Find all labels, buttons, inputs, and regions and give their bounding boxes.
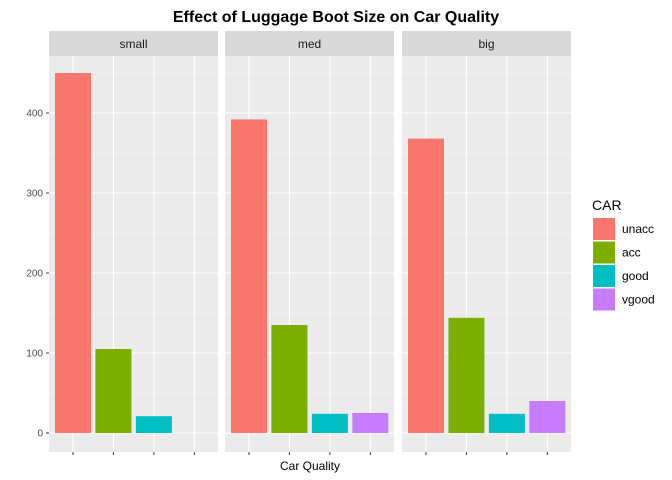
bar-big-good — [488, 413, 525, 433]
y-tick-label: 100 — [26, 349, 43, 360]
legend-key-vgood — [593, 288, 615, 311]
bar-small-acc — [95, 349, 132, 433]
bar-big-unacc — [408, 138, 444, 433]
facet-label-small: small — [119, 37, 147, 51]
bar-big-vgood — [529, 401, 566, 433]
legend-key-unacc — [593, 218, 615, 240]
bar-small-unacc — [55, 73, 91, 433]
facet-strip-small — [49, 31, 218, 56]
bar-big-acc — [448, 317, 485, 433]
bar-small-good — [135, 416, 172, 433]
legend-key-good — [593, 265, 615, 287]
y-tick-label: 300 — [26, 189, 43, 200]
legend-title: CAR — [592, 197, 622, 213]
y-axis: 0 100 200 300 400 — [26, 109, 49, 440]
facet-panel-big: big — [402, 31, 571, 455]
bar-med-good — [311, 413, 348, 433]
facet-panel-med: med — [225, 31, 394, 455]
bar-med-vgood — [352, 413, 389, 433]
legend-label-vgood: vgood — [622, 293, 655, 307]
legend: CAR unacc acc good vgood — [592, 197, 655, 311]
facet-strip-big — [402, 31, 571, 56]
bar-med-unacc — [231, 119, 267, 434]
y-tick-label: 0 — [37, 429, 43, 440]
facet-label-big: big — [478, 37, 494, 51]
legend-key-acc — [593, 241, 615, 264]
facet-panel-small: small — [49, 31, 218, 455]
y-tick-label: 200 — [26, 269, 43, 280]
facet-strip-med — [225, 31, 394, 56]
legend-label-good: good — [622, 269, 649, 283]
legend-label-unacc: unacc — [622, 222, 654, 236]
legend-label-acc: acc — [622, 246, 641, 260]
bar-med-acc — [271, 325, 308, 433]
chart-title: Effect of Luggage Boot Size on Car Quali… — [173, 9, 499, 26]
facet-panels: small med big — [49, 31, 571, 455]
facet-label-med: med — [298, 37, 321, 51]
y-tick-label: 400 — [26, 109, 43, 120]
x-axis-label: Car Quality — [280, 459, 340, 473]
